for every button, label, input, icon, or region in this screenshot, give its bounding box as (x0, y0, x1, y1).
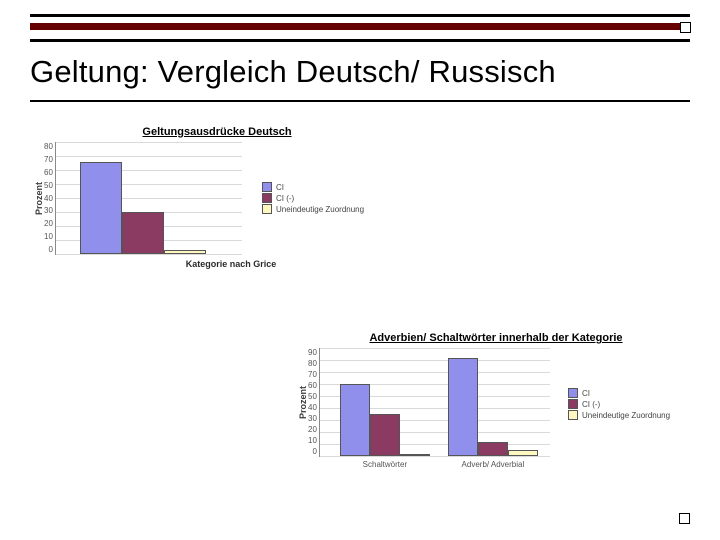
ytick-label: 80 (308, 359, 317, 368)
legend-swatch-icon (568, 410, 578, 420)
chart1-legend: CI CI (-) Uneindeutige Zuordnung (258, 178, 368, 218)
chart2-title: Adverbien/ Schaltwörter innerhalb der Ka… (296, 332, 696, 344)
g1-unein (400, 454, 430, 456)
header-rule (30, 14, 690, 42)
ytick-label: 40 (308, 403, 317, 412)
ytick-label: 10 (44, 232, 53, 241)
chart-geltung-deutsch: Geltungsausdrücke Deutsch Prozent 80 70 60… (32, 126, 402, 269)
ytick-label: 80 (44, 142, 53, 151)
g1-ci (340, 384, 370, 456)
slide-title: Geltung: Vergleich Deutsch/ Russisch (30, 54, 556, 90)
ytick-label: 50 (44, 181, 53, 190)
ytick-label: 70 (308, 370, 317, 379)
chart1-xlabel: Kategorie nach Grice (60, 259, 402, 269)
header-accent-bar (30, 23, 690, 30)
ytick-label: 10 (308, 436, 317, 445)
legend-swatch-icon (262, 204, 272, 214)
legend-label: CI (-) (582, 400, 600, 409)
chart1-ylabel: Prozent (32, 182, 44, 215)
chart2-plot: SchaltwörterAdverb/ Adverbial (319, 348, 550, 457)
g2-ci-neg (478, 442, 508, 456)
gridline (56, 142, 242, 143)
ytick-label: 20 (308, 425, 317, 434)
legend-uneind: Uneindeutige Zuordnung (262, 204, 364, 214)
ytick-label: 60 (308, 381, 317, 390)
ytick-label: 90 (308, 348, 317, 357)
chart1-yticks: 80 70 60 50 40 30 20 10 0 (44, 142, 55, 254)
legend-ci: CI (262, 182, 364, 192)
legend-swatch-icon (568, 399, 578, 409)
legend2-unein: Uneindeutige Zuordnung (568, 410, 670, 420)
bar-ci-neg (122, 212, 164, 254)
chart1-plot (55, 142, 242, 255)
bar-ci (80, 162, 122, 254)
ytick-label: 30 (308, 414, 317, 423)
ytick-label: 0 (308, 447, 317, 456)
legend-label: CI (582, 389, 590, 398)
gridline (320, 360, 550, 361)
header-square-icon (680, 22, 691, 33)
ytick-label: 70 (44, 155, 53, 164)
group-adverb-label: Adverb/ Adverbial (448, 460, 538, 469)
ytick-label: 50 (308, 392, 317, 401)
gridline (56, 254, 242, 255)
legend-swatch-icon (262, 193, 272, 203)
legend-label: CI (276, 183, 284, 192)
gridline (320, 372, 550, 373)
chart2-ylabel: Prozent (296, 386, 308, 419)
legend-label: Uneindeutige Zuordnung (276, 205, 364, 214)
g2-unein (508, 450, 538, 456)
legend-label: CI (-) (276, 194, 294, 203)
gridline (320, 456, 550, 457)
legend2-ci-neg: CI (-) (568, 399, 670, 409)
legend-ci-neg: CI (-) (262, 193, 364, 203)
bar-uneind (164, 250, 206, 254)
footer-square-icon (679, 513, 690, 524)
g1-ci-neg (370, 414, 400, 456)
legend-swatch-icon (568, 388, 578, 398)
ytick-label: 40 (44, 194, 53, 203)
gridline (320, 348, 550, 349)
slide: { "slide_title": "Geltung: Vergleich Deu… (0, 0, 720, 540)
ytick-label: 30 (44, 206, 53, 215)
ytick-label: 60 (44, 168, 53, 177)
group-schalt-label: Schaltwörter (340, 460, 430, 469)
ytick-label: 0 (44, 245, 53, 254)
title-underline (30, 100, 690, 102)
gridline (56, 156, 242, 157)
chart-adverbien: Adverbien/ Schaltwörter innerhalb der Ka… (296, 332, 696, 457)
legend-label: Uneindeutige Zuordnung (582, 411, 670, 420)
legend2-ci: CI (568, 388, 670, 398)
chart2-yticks: 90 80 70 60 50 40 30 20 10 0 (308, 348, 319, 456)
chart1-title: Geltungsausdrücke Deutsch (32, 126, 402, 138)
chart2-legend: CI CI (-) Uneindeutige Zuordnung (564, 384, 674, 424)
g2-ci (448, 358, 478, 456)
ytick-label: 20 (44, 219, 53, 228)
legend-swatch-icon (262, 182, 272, 192)
